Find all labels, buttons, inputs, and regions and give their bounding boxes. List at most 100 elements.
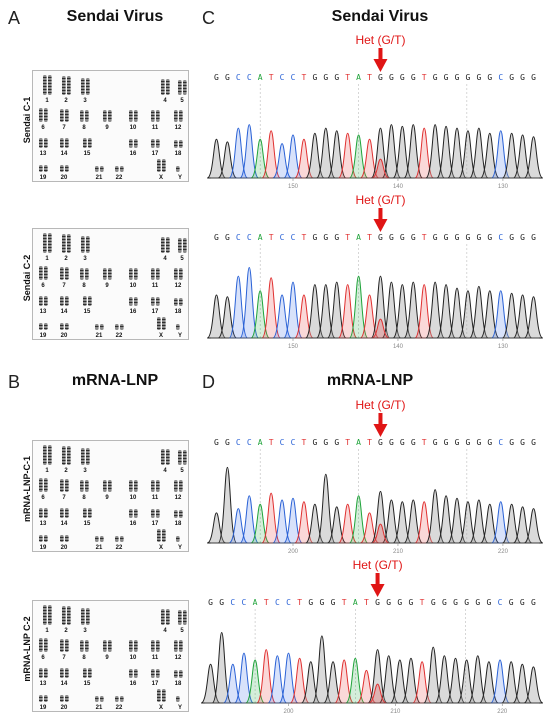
chromatogram-mrna-c2: Het (G/T) G G C C A T C C T G G G T A T G G G G T G G G G G G C G G G 2… (197, 555, 544, 715)
chromosome-pair-17: 17 (151, 297, 160, 315)
peak-G (381, 499, 402, 544)
peak-G (316, 284, 336, 339)
base-call: G (334, 233, 339, 242)
base-call: G (487, 233, 492, 242)
chromosome-label: 21 (96, 705, 103, 711)
tick-label: 210 (393, 549, 404, 555)
panel-title-c: Sendai Virus (331, 8, 429, 25)
het-annotation: Het (G/T) (353, 558, 403, 597)
chromosome-label: Y (178, 545, 182, 551)
chromosome-pair-21: 21 (95, 324, 104, 339)
peak-T (414, 127, 434, 179)
tick-label: 220 (497, 709, 508, 715)
peak-T-het (371, 158, 390, 179)
chromosome-label: 6 (41, 495, 45, 501)
chromosome (44, 266, 48, 280)
tick-label: 200 (283, 709, 294, 715)
base-call: G (520, 438, 525, 447)
chromosome-label: 14 (61, 151, 68, 157)
peak-G (326, 506, 347, 544)
base-call: T (422, 233, 427, 242)
peak-A (348, 275, 369, 339)
chromosome-pair-2: 2 (62, 606, 71, 634)
panel-letter-a: A (8, 8, 21, 28)
chromosome-label: 8 (82, 125, 86, 131)
chromosome-pair-11: 11 (151, 110, 160, 131)
peak-G (467, 655, 488, 704)
peak-G (425, 489, 445, 544)
peak-G (447, 127, 467, 179)
base-call: G (214, 438, 219, 447)
chromosome-pair-13: 13 (39, 296, 48, 315)
base-call: G (476, 438, 481, 447)
chromosome (65, 639, 69, 652)
het-annotation: Het (G/T) (355, 33, 405, 72)
chromosome-label: 18 (175, 151, 182, 157)
peak-G (392, 284, 413, 339)
peak-G (512, 663, 533, 704)
base-call: T (367, 73, 372, 82)
base-call: G (509, 438, 514, 447)
chromosome-label: 7 (62, 125, 66, 131)
chromosome-label: 19 (40, 705, 47, 711)
peak-C (272, 294, 292, 339)
chromosome-label: 19 (40, 175, 47, 181)
base-call: C (275, 598, 280, 607)
chromosome-pair-14: 14 (60, 138, 69, 157)
chromosome-label: 7 (62, 495, 66, 501)
chromosome-pair-18: 18 (174, 140, 183, 157)
chromosome (39, 108, 43, 122)
base-call: G (225, 438, 230, 447)
base-call: T (302, 438, 307, 447)
chromosome-label: 4 (163, 628, 167, 634)
base-call: T (345, 233, 350, 242)
chromosome-label: 1 (45, 256, 49, 262)
peak-G (523, 296, 544, 339)
chromosome-pair-11: 11 (151, 268, 160, 289)
chromosome-pair-17: 17 (151, 669, 160, 687)
peak-G (425, 281, 445, 339)
peak-C (228, 275, 249, 339)
peak-G (401, 657, 421, 704)
peak-G (370, 275, 391, 339)
chromatogram-plot: Het (G/T)G G C C A T C C T G G G T A T G G G G T G G G G G G C G G G1… (206, 33, 544, 190)
chromosome-label: 18 (175, 521, 182, 527)
chromosome-pair-22: 22 (115, 536, 124, 551)
chromatogram-plot: Het (G/T)G G C C A T C C T G G G T A T G G G G T G G G G G G C G G G1… (206, 193, 544, 350)
base-call: G (431, 598, 436, 607)
base-call: G (433, 233, 438, 242)
chromosome-label: Y (178, 175, 182, 181)
chromosome-pair-19: 19 (39, 323, 48, 339)
peak-G (403, 499, 424, 544)
chromosome-pair-X: X (157, 529, 166, 551)
chromosome (162, 159, 166, 172)
base-call: C (280, 438, 285, 447)
peak-G (217, 296, 238, 339)
chromosome-label: 2 (64, 628, 68, 634)
base-call: C (291, 233, 296, 242)
chromosome-pair-4: 4 (161, 609, 170, 634)
peak-G (436, 284, 456, 339)
chromosome-label: 1 (45, 98, 49, 104)
chromatogram-plot: Het (G/T)G G C C A T C C T G G G T A T G G G G T G G G G G G C G G G2… (206, 398, 544, 555)
peak-T-het (371, 523, 390, 544)
peak-T (412, 661, 433, 704)
chromosome-pair-21: 21 (95, 536, 104, 551)
panel-letter-d: D (202, 372, 215, 392)
peak-G (469, 499, 489, 544)
chromosome-pair-6: 6 (39, 266, 48, 289)
base-call: G (334, 438, 339, 447)
base-call: G (323, 233, 328, 242)
peak-C (283, 281, 303, 339)
tick-label: 200 (288, 549, 299, 555)
base-call: G (312, 233, 317, 242)
chromosome-pair-X: X (157, 689, 166, 711)
chromosome-label: 15 (84, 151, 91, 157)
peak-T (289, 657, 310, 704)
base-call: C (247, 73, 252, 82)
chromosome-label: 11 (152, 125, 159, 131)
base-call: G (411, 233, 416, 242)
base-call: G (442, 598, 447, 607)
